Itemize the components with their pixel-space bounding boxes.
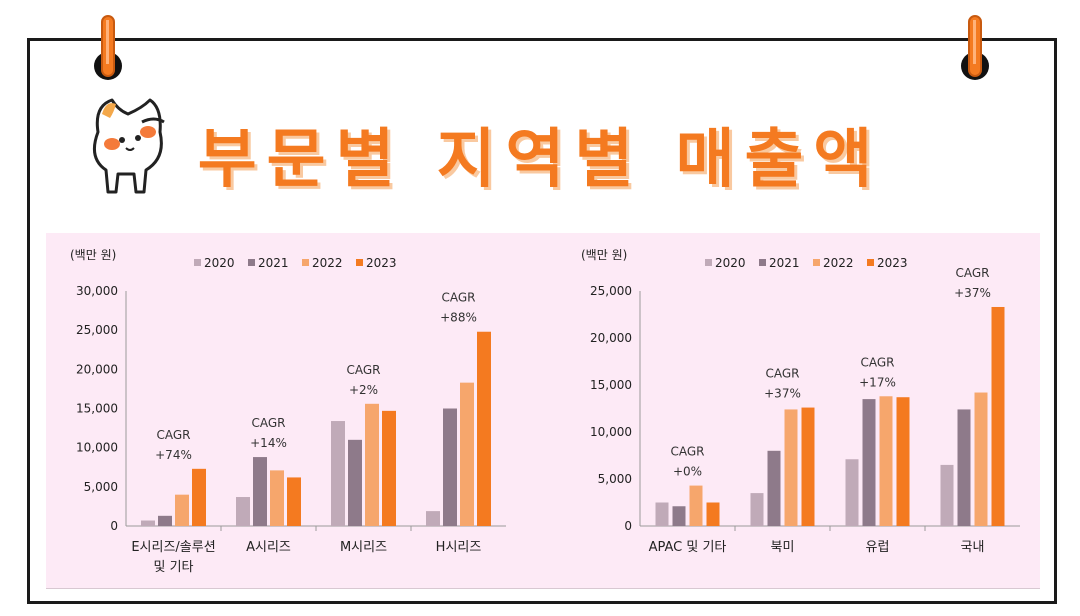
bar	[784, 409, 798, 526]
annotation-value: +2%	[349, 383, 378, 397]
page-title: 부문별 지역별 매출액	[197, 123, 883, 197]
bar	[957, 409, 971, 526]
unit-label: (백만 원)	[581, 248, 627, 262]
legend-label: 2021	[769, 256, 800, 270]
y-tick-label: 30,000	[76, 284, 118, 298]
bar	[192, 468, 206, 526]
legend-label: 2023	[877, 256, 908, 270]
annotation-label: CAGR	[670, 445, 704, 459]
bar	[236, 497, 250, 526]
annotation-value: +37%	[764, 387, 801, 401]
legend-swatch	[356, 259, 363, 266]
bar	[706, 502, 720, 526]
bar	[750, 493, 764, 526]
bar	[253, 457, 267, 526]
y-tick-label: 0	[624, 519, 632, 533]
region-sales-chart: (백만 원) 2020 2021 2022 2023 0 5,000 10,000 15,000…	[581, 248, 1020, 555]
annotation-value: +17%	[859, 375, 896, 389]
cat-mascot-icon	[92, 98, 165, 194]
bar	[287, 477, 301, 526]
bar	[801, 407, 815, 526]
annotation-label: CAGR	[860, 355, 894, 369]
bar	[655, 502, 669, 526]
bar	[158, 515, 172, 526]
x-tick-label: H시리즈	[436, 540, 482, 555]
annotation-label: CAGR	[765, 367, 799, 381]
y-tick-label: 5,000	[598, 472, 632, 486]
bar	[443, 408, 457, 526]
pushpin-icon	[961, 15, 989, 80]
legend-swatch	[759, 259, 766, 266]
annotation-label: CAGR	[441, 291, 475, 305]
x-tick-label: E시리즈/솔루션	[131, 540, 215, 555]
y-tick-label: 20,000	[76, 362, 118, 376]
y-tick-label: 10,000	[76, 441, 118, 455]
bar	[767, 450, 781, 526]
bar	[382, 410, 396, 526]
y-tick-label: 10,000	[590, 425, 632, 439]
bar	[672, 506, 686, 526]
annotation-label: CAGR	[156, 428, 190, 442]
bar	[879, 396, 893, 526]
x-tick-label: 북미	[771, 540, 795, 555]
bar	[365, 403, 379, 526]
legend-swatch	[194, 259, 201, 266]
legend-label: 2022	[312, 256, 343, 270]
bar	[689, 485, 703, 526]
legend-swatch	[813, 259, 820, 266]
panel-divider	[46, 588, 1040, 589]
bar	[270, 470, 284, 526]
bar	[862, 399, 876, 526]
annotation-value: +37%	[954, 286, 991, 300]
bar	[477, 331, 491, 526]
annotation-value: +14%	[250, 436, 287, 450]
bar	[426, 511, 440, 526]
annotation-label: CAGR	[251, 416, 285, 430]
bar	[331, 421, 345, 526]
y-tick-label: 0	[110, 519, 118, 533]
x-tick-label: 국내	[961, 540, 985, 555]
legend-swatch	[705, 259, 712, 266]
legend-label: 2023	[366, 256, 397, 270]
y-tick-label: 25,000	[76, 323, 118, 337]
annotation-label: CAGR	[346, 363, 380, 377]
y-tick-label: 5,000	[84, 480, 118, 494]
y-tick-label: 20,000	[590, 331, 632, 345]
legend-label: 2022	[823, 256, 854, 270]
legend-label: 2020	[204, 256, 235, 270]
legend-swatch	[248, 259, 255, 266]
bar	[141, 520, 155, 526]
x-tick-label: M시리즈	[340, 540, 387, 555]
bar	[896, 397, 910, 526]
bar	[460, 382, 474, 526]
bar	[348, 439, 362, 526]
x-tick-label: 유럽	[866, 540, 890, 555]
y-tick-label: 15,000	[76, 402, 118, 416]
pushpin-icon	[94, 15, 122, 80]
bar	[974, 392, 988, 526]
unit-label: (백만 원)	[70, 248, 116, 262]
legend-label: 2021	[258, 256, 289, 270]
legend-swatch	[302, 259, 309, 266]
legend-swatch	[867, 259, 874, 266]
bar	[940, 464, 954, 526]
x-tick-label: 및 기타	[153, 560, 193, 575]
annotation-value: +0%	[673, 465, 702, 479]
x-tick-label: A시리즈	[246, 540, 291, 555]
annotation-label: CAGR	[955, 266, 989, 280]
bar	[991, 306, 1005, 526]
x-tick-label: APAC 및 기타	[649, 540, 727, 555]
bar	[845, 459, 859, 526]
y-tick-label: 15,000	[590, 378, 632, 392]
annotation-value: +74%	[155, 448, 192, 462]
bar	[175, 494, 189, 526]
annotation-value: +88%	[440, 311, 477, 325]
legend-label: 2020	[715, 256, 746, 270]
segment-sales-chart: (백만 원) 2020 2021 2022 2023 0 5,000 10,000 15,000…	[70, 248, 506, 575]
y-tick-label: 25,000	[590, 284, 632, 298]
